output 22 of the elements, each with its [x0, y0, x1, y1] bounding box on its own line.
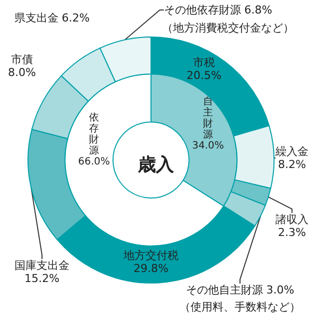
data-label: 20.5%: [186, 69, 222, 82]
data-label: 34.0%: [192, 140, 224, 152]
data-label: 15.2%: [24, 272, 60, 285]
data-label: 8.0%: [8, 66, 36, 79]
text: （地方消費税交付金など）: [162, 22, 294, 34]
text: 歳入: [137, 154, 175, 176]
data-label: 8.2%: [278, 158, 306, 171]
slice-label: 地方交付税: [122, 249, 178, 262]
slice-label: 県支出金 6.2%: [14, 12, 90, 24]
slice-label: その他依存財源 6.8%: [164, 4, 272, 16]
slice-label: 依存財源: [89, 112, 99, 156]
data-label: 29.8%: [134, 262, 168, 275]
data-label: 2.3%: [278, 226, 306, 239]
slice-label: 諸収入: [276, 213, 308, 226]
data-label: 66.0%: [78, 156, 110, 168]
slice-label: 繰入金: [274, 145, 308, 158]
slice-label: 市税: [193, 56, 215, 69]
slice-label: その他自主財源 3.0%: [186, 284, 294, 296]
slice-label: 国庫支出金: [14, 259, 70, 272]
text: （使用料、手数料など）: [180, 300, 300, 314]
slice-label: 市債: [11, 53, 33, 66]
slice-label: 自主財源: [203, 96, 213, 140]
